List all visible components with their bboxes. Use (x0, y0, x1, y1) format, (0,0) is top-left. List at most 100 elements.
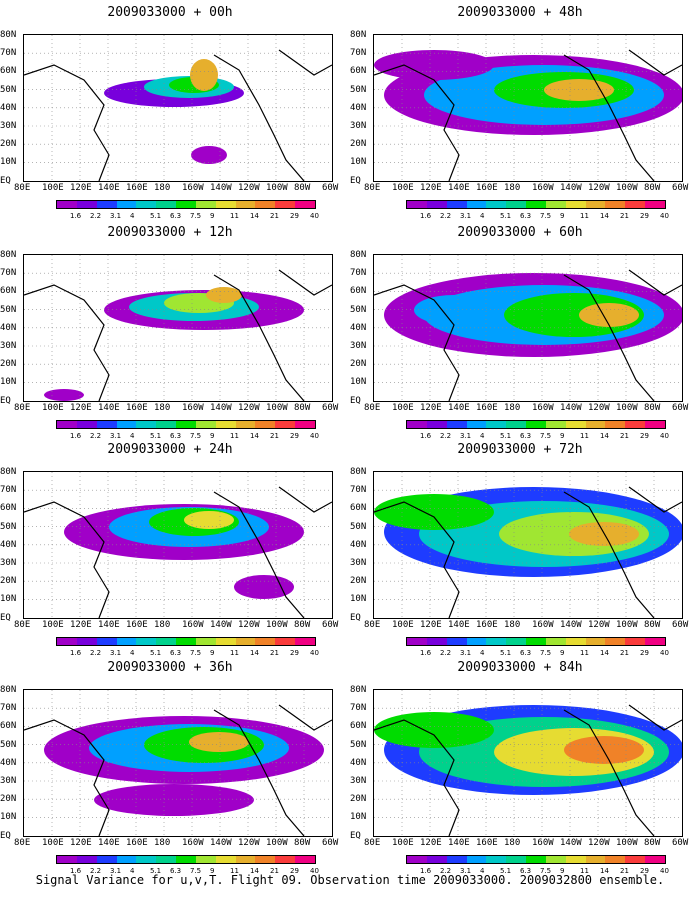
variance-contour (374, 494, 494, 530)
lat-tick-label: 30N (350, 341, 367, 351)
lat-tick-label: EQ (0, 612, 11, 623)
colorbar-swatch (506, 638, 527, 645)
lon-tick-label: 140W (210, 838, 232, 848)
lon-tick-label: 160E (476, 838, 498, 848)
colorbar-swatch (486, 421, 507, 428)
lat-tick-label: 40N (0, 102, 17, 113)
lat-tick-label: EQ (0, 395, 11, 406)
lon-tick-label: 80E (14, 838, 31, 848)
colorbar-swatch (195, 201, 216, 208)
colorbar-swatch (466, 201, 487, 208)
colorbar-label: 3.1 (110, 649, 122, 657)
lon-tick-label: 120E (420, 838, 442, 848)
lat-tick-label: 70N (350, 48, 367, 59)
colorbar-label: 2.2 (440, 649, 452, 657)
lon-tick-label: 180 (504, 620, 521, 630)
colorbar-swatch (585, 421, 606, 428)
forecast-panel: 2009033000 + 60h 80N 70N 60N 50N 40N 30N 20N 10N… (350, 225, 690, 450)
colorbar-label: 29 (640, 867, 649, 875)
lat-tick-label: 60N (350, 721, 367, 732)
lat-tick-label: 80N (350, 250, 367, 260)
colorbar-label: 14 (600, 212, 609, 220)
lon-tick-label: 80W (294, 183, 311, 193)
lon-tick-label: 140E (98, 403, 120, 413)
lat-tick-label: 20N (0, 139, 17, 150)
variance-contour (564, 736, 644, 764)
map-plot (24, 35, 332, 181)
colorbar-swatch (176, 421, 196, 428)
colorbar-label: 29 (290, 649, 299, 657)
colorbar-label: 3.1 (460, 432, 472, 440)
lat-tick-label: 20N (0, 794, 17, 805)
colorbar-label: 29 (640, 212, 649, 220)
colorbar-label: 7.5 (190, 432, 202, 440)
colorbar-label: 9 (210, 649, 215, 657)
coastline (24, 704, 332, 836)
panel-title: 2009033000 + 72h (457, 442, 583, 457)
colorbar-label: 2.2 (90, 867, 102, 875)
colorbar-swatch (526, 856, 546, 863)
colorbar-swatch (215, 421, 236, 428)
colorbar-label: 9 (560, 432, 565, 440)
lon-tick-label: 80W (644, 620, 661, 630)
lon-tick-label: 100E (42, 403, 64, 413)
lat-tick-label: EQ (350, 612, 361, 623)
lat-tick-label: EQ (350, 395, 361, 406)
lat-tick-label: 40N (350, 322, 367, 333)
colorbar-label: 11 (230, 432, 239, 440)
lat-tick-label: 40N (350, 757, 367, 768)
colorbar (56, 855, 316, 864)
lat-tick-label: 40N (0, 757, 17, 768)
lon-tick-label: 80W (294, 620, 311, 630)
lon-tick-label: 100W (616, 403, 638, 413)
colorbar-swatch (545, 421, 566, 428)
map-frame (23, 34, 333, 182)
lon-tick-label: 140E (98, 183, 120, 193)
colorbar-swatch (446, 856, 467, 863)
lon-tick-label: 120W (238, 838, 260, 848)
colorbar-swatch (176, 638, 196, 645)
colorbar-swatch (585, 856, 606, 863)
colorbar-label: 7.5 (540, 432, 552, 440)
panel-title: 2009033000 + 60h (457, 225, 583, 240)
lon-tick-label: 60W (672, 183, 689, 193)
colorbar-swatch (585, 638, 606, 645)
colorbar-label: 6.3 (170, 867, 182, 875)
lon-tick-label: 160W (532, 620, 554, 630)
lat-tick-label: 30N (0, 121, 17, 131)
colorbar-swatch (275, 421, 296, 428)
lon-tick-label: 120W (238, 403, 260, 413)
colorbar-swatch (116, 201, 137, 208)
colorbar-swatch (645, 421, 665, 428)
lon-tick-label: 120W (588, 838, 610, 848)
colorbar-swatch (466, 638, 487, 645)
lon-tick-label: 100E (392, 183, 414, 193)
lat-tick-label: 20N (350, 359, 367, 370)
lon-tick-label: 160W (182, 183, 204, 193)
lon-tick-label: 160E (476, 183, 498, 193)
lat-tick-label: 10N (350, 594, 367, 605)
lon-tick-label: 160E (126, 620, 148, 630)
colorbar-swatch (625, 856, 646, 863)
colorbar-swatch (255, 856, 276, 863)
panel-title: 2009033000 + 00h (107, 5, 233, 20)
colorbar-swatch (526, 638, 546, 645)
lon-tick-label: 120E (70, 403, 92, 413)
colorbar-swatch (506, 421, 527, 428)
lon-tick-label: 80E (364, 838, 381, 848)
lat-tick-label: 40N (350, 102, 367, 113)
colorbar-swatch (625, 638, 646, 645)
colorbar (406, 855, 666, 864)
colorbar-label: 6.3 (520, 212, 532, 220)
panel-title: 2009033000 + 24h (107, 442, 233, 457)
colorbar-label: 40 (310, 212, 319, 220)
lat-tick-label: EQ (0, 830, 11, 841)
colorbar-label: 3.1 (110, 212, 122, 220)
lon-tick-label: 160E (476, 403, 498, 413)
colorbar-swatch (156, 856, 177, 863)
colorbar-label: 5.1 (500, 649, 512, 657)
forecast-panel: 2009033000 + 72h 80N 70N 60N 50N 40N 30N 20N 10N… (350, 442, 690, 667)
colorbar-label: 14 (600, 649, 609, 657)
lon-tick-label: 120W (238, 620, 260, 630)
colorbar-label: 11 (580, 649, 589, 657)
